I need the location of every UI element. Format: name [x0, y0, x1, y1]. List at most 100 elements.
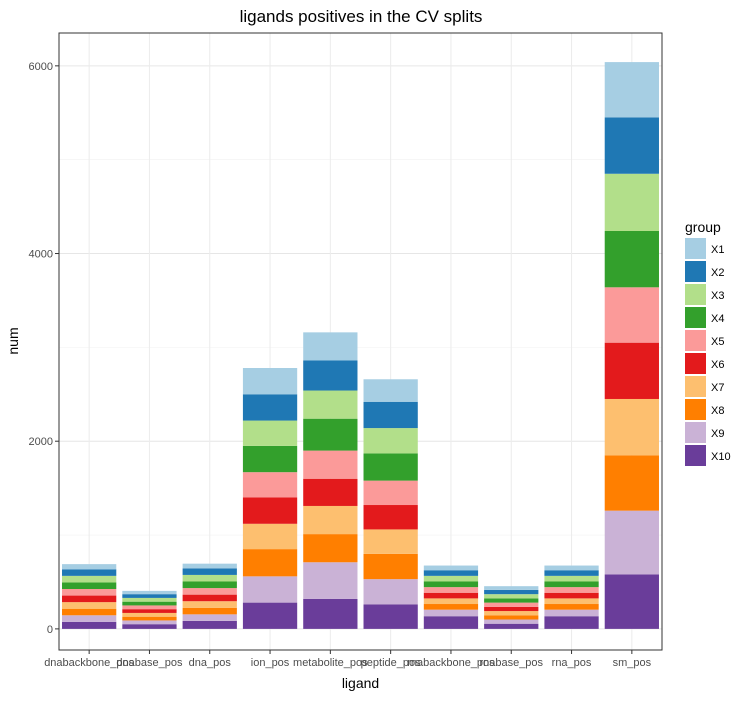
bar-segment-x5 [363, 480, 418, 506]
legend-label: X10 [711, 451, 731, 463]
bar-segment-x5 [122, 605, 177, 610]
legend-key-x1 [685, 238, 706, 259]
bar-segment-x10 [544, 616, 599, 629]
bar-segment-x3 [242, 420, 298, 446]
legend-key-x3 [685, 284, 706, 305]
bar-segment-x6 [182, 594, 237, 602]
bar-segment-x2 [242, 394, 298, 421]
bar-segment-x8 [303, 534, 358, 563]
legend-key-x5 [685, 330, 706, 351]
bar-segment-x5 [242, 472, 298, 498]
legend-key-x8 [685, 399, 706, 420]
bar-segment-x7 [122, 612, 177, 617]
legend-key-x10 [685, 445, 706, 466]
x-tick-label: dnabase_pos [116, 657, 183, 669]
x-tick-label: sm_pos [613, 657, 652, 669]
chart-title: ligands positives in the CV splits [240, 7, 483, 26]
legend-label: X2 [711, 267, 724, 279]
bar-segment-x5 [62, 589, 117, 596]
bar-segment-x2 [62, 569, 117, 576]
bar-segment-x1 [242, 368, 298, 395]
y-axis-label: num [5, 327, 21, 354]
bar-segment-x1 [604, 62, 659, 118]
bar-segment-x3 [544, 575, 599, 582]
bar-segment-x7 [182, 601, 237, 608]
legend-title: group [685, 219, 721, 235]
bar-segment-x5 [423, 587, 479, 593]
bar-segment-x6 [62, 595, 117, 603]
bar-segment-x5 [182, 588, 237, 595]
x-tick-label: ion_pos [251, 657, 290, 669]
bar-segment-x9 [423, 609, 479, 617]
bar-segment-x4 [303, 418, 358, 451]
legend: group X1 X2 X3 X4 X5 X6 X7 X8 X9 X10 [685, 219, 731, 466]
x-tick-label: rnabackbone_pos [407, 657, 495, 669]
bar-segment-x2 [182, 568, 237, 575]
bar-segment-x4 [363, 453, 418, 481]
bar-segment-x7 [303, 505, 358, 535]
y-axis: 0 2000 4000 6000 [29, 61, 59, 636]
bar-segment-x10 [363, 604, 418, 629]
bar-segment-x1 [182, 563, 237, 569]
bar-segment-x6 [604, 342, 659, 399]
bar-segment-x6 [363, 505, 418, 530]
bar-segment-x5 [484, 602, 539, 607]
x-tick-label: rnabase_pos [479, 657, 543, 669]
x-axis-label: ligand [342, 675, 379, 691]
bar-segment-x8 [62, 608, 117, 616]
bar-segment-x3 [363, 428, 418, 454]
bar-segment-x2 [604, 117, 659, 174]
bar-segment-x3 [62, 575, 117, 583]
bar-segment-x6 [423, 592, 479, 599]
bar-segment-x3 [423, 575, 479, 582]
bar-segment-x10 [62, 621, 117, 629]
bar-segment-x7 [484, 611, 539, 616]
panel-border [58, 32, 663, 651]
bar-segment-x9 [242, 576, 298, 603]
bar-segment-x1 [303, 332, 358, 361]
bar-segment-x10 [303, 598, 358, 629]
bar-segment-x1 [122, 590, 177, 595]
legend-key-x6 [685, 353, 706, 374]
bar-segment-x9 [182, 614, 237, 621]
bar-segment-x7 [423, 598, 479, 605]
x-tick-label: metabolite_pos [293, 657, 368, 669]
bar-segment-x4 [484, 598, 539, 603]
x-tick-label: rna_pos [552, 657, 592, 669]
legend-key-x9 [685, 422, 706, 443]
bar-segment-x9 [122, 620, 177, 625]
legend-key-x7 [685, 376, 706, 397]
bar-segment-x2 [544, 570, 599, 576]
bar-segment-x8 [122, 616, 177, 621]
bar-segment-x6 [242, 497, 298, 524]
bar-segment-x7 [242, 523, 298, 550]
bar-segment-x1 [423, 565, 479, 571]
x-tick-label: dnabackbone_pos [44, 657, 134, 669]
bar-segment-x4 [604, 231, 659, 288]
bar-segment-x2 [122, 594, 177, 598]
bar-segment-x9 [363, 579, 418, 605]
bar-segment-x10 [242, 602, 298, 629]
bar-segment-x2 [303, 360, 358, 391]
bar-segment-x4 [122, 601, 177, 606]
bar-segment-x5 [303, 450, 358, 479]
bar-segment-x10 [122, 624, 177, 629]
bar-segment-x4 [62, 582, 117, 590]
bar-segment-x1 [363, 379, 418, 402]
bar-segment-x2 [484, 589, 539, 595]
bar-segment-x6 [484, 606, 539, 612]
bar-segment-x5 [544, 587, 599, 593]
y-tick-label: 0 [47, 624, 53, 636]
legend-label: X6 [711, 359, 724, 371]
bar-segment-x4 [423, 581, 479, 588]
bar-segment-x4 [182, 581, 237, 589]
bar-segment-x8 [544, 604, 599, 610]
legend-label: X9 [711, 428, 724, 440]
bar-segment-x7 [604, 398, 659, 456]
bar-segment-x8 [363, 553, 418, 580]
bar-segment-x7 [544, 598, 599, 605]
y-tick-label: 2000 [29, 436, 53, 448]
bar-segment-x2 [423, 570, 479, 576]
